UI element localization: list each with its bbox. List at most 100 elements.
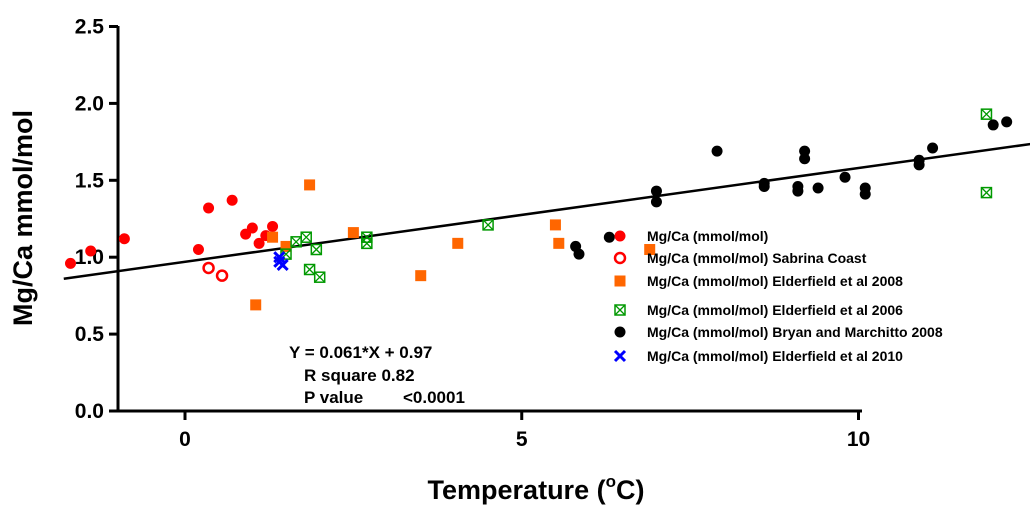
y-axis-title: Mg/Ca mmol/mol	[8, 110, 38, 326]
data-point	[203, 202, 215, 214]
data-point	[65, 257, 77, 269]
p-value-label: P value	[304, 388, 363, 407]
data-point-box	[980, 186, 993, 199]
x-axis-title-end: C)	[616, 475, 645, 505]
legend-item: Mg/Ca (mmol/mol) Elderfield et al 2008	[614, 273, 903, 289]
data-point	[304, 179, 316, 191]
data-point-cross	[310, 244, 322, 255]
legend-label: Mg/Ca (mmol/mol) Elderfield et al 2008	[647, 273, 903, 289]
data-point	[980, 108, 993, 120]
series-6	[273, 251, 289, 271]
data-point	[799, 153, 811, 165]
data-point-box	[361, 237, 373, 250]
data-point	[758, 180, 770, 192]
data-point	[202, 261, 215, 275]
data-point	[313, 271, 326, 283]
data-point	[553, 237, 565, 249]
legend-label: Mg/Ca (mmol/mol) Bryan and Marchitto 200…	[647, 324, 943, 340]
data-point	[1001, 116, 1013, 128]
series-3	[250, 179, 656, 311]
data-point	[215, 269, 229, 282]
data-point-cross	[482, 219, 494, 231]
data-point	[792, 180, 804, 192]
data-point-box	[300, 231, 312, 243]
data-point	[250, 299, 262, 311]
data-point-cross	[981, 187, 992, 199]
data-point-box	[361, 231, 373, 243]
r-square-label: R square 0.82	[304, 366, 415, 385]
data-point	[192, 244, 204, 256]
data-point	[246, 222, 258, 234]
data-point	[549, 219, 561, 231]
legend-item: Mg/Ca (mmol/mol) Sabrina Coast	[613, 250, 867, 266]
data-point-cross	[300, 231, 312, 243]
x-tick-label: 10	[847, 428, 870, 451]
legend-label: Mg/Ca (mmol/mol)	[647, 228, 768, 244]
data-point	[361, 231, 373, 243]
legend-label: Mg/Ca (mmol/mol) Elderfield et al 2006	[647, 302, 903, 318]
data-point-box	[310, 243, 323, 256]
data-point	[482, 219, 494, 231]
data-point	[300, 231, 312, 243]
x-tick-label: 5	[516, 428, 528, 451]
data-point	[303, 263, 316, 276]
data-point-cross	[304, 264, 316, 275]
data-point	[711, 145, 723, 157]
data-point	[226, 194, 238, 206]
legend-label: Mg/Ca (mmol/mol) Elderfield et al 2010	[647, 348, 903, 364]
data-point	[267, 231, 279, 243]
data-point	[118, 233, 130, 245]
series-2	[202, 261, 229, 282]
data-point	[650, 185, 662, 197]
p-value-number: <0.0001	[403, 388, 465, 407]
legend-marker	[613, 349, 627, 363]
data-point	[573, 248, 585, 260]
data-point-cross	[361, 231, 373, 243]
legend-marker	[614, 304, 626, 316]
x-tick-label: 0	[179, 428, 191, 451]
y-tick-label: 2.5	[75, 16, 105, 39]
series-5	[570, 116, 1013, 260]
data-point-box	[980, 108, 993, 120]
series-1	[65, 194, 279, 269]
legend-item: Mg/Ca (mmol/mol)	[614, 228, 768, 244]
data-point-cross	[981, 108, 992, 120]
data-point	[987, 119, 999, 131]
data-point	[603, 231, 615, 243]
data-point	[913, 154, 925, 166]
data-point	[650, 196, 662, 208]
legend-item: Mg/Ca (mmol/mol) Bryan and Marchitto 200…	[614, 324, 943, 340]
series-4	[280, 108, 993, 283]
legend-marker	[613, 251, 627, 265]
x-axis-title: Temperature (oC)	[428, 472, 645, 505]
x-axis-title-superscript: o	[606, 472, 616, 491]
y-tick-label: 2.0	[75, 92, 104, 115]
data-point-cross	[314, 271, 326, 283]
data-point	[839, 171, 851, 183]
data-point-box	[313, 271, 326, 283]
legend-item: Mg/Ca (mmol/mol) Elderfield et al 2010	[613, 348, 903, 364]
data-point-box	[482, 219, 494, 231]
data-point	[310, 243, 323, 256]
data-point	[415, 270, 427, 282]
data-point	[980, 186, 993, 199]
data-point	[276, 258, 289, 271]
data-point	[927, 142, 939, 154]
y-tick-label: 0.5	[75, 323, 105, 346]
x-axis-title-main: Temperature (	[428, 475, 606, 505]
legend: Mg/Ca (mmol/mol) Mg/Ca (mmol/mol) Sabrina…	[613, 228, 943, 364]
legend-marker-cross	[614, 304, 626, 316]
legend-item: Mg/Ca (mmol/mol) Elderfield et al 2006	[614, 302, 903, 318]
legend-marker-box	[614, 304, 626, 316]
data-point	[85, 245, 97, 257]
data-point	[280, 240, 292, 252]
y-tick-label: 1.0	[75, 246, 104, 269]
data-point	[347, 227, 359, 239]
data-point	[644, 244, 656, 256]
data-point-cross	[290, 236, 302, 248]
regression-line	[63, 142, 1030, 280]
regression-equation: Y = 0.061*X + 0.97	[289, 343, 432, 362]
legend-marker	[614, 326, 626, 338]
data-point	[799, 145, 811, 157]
